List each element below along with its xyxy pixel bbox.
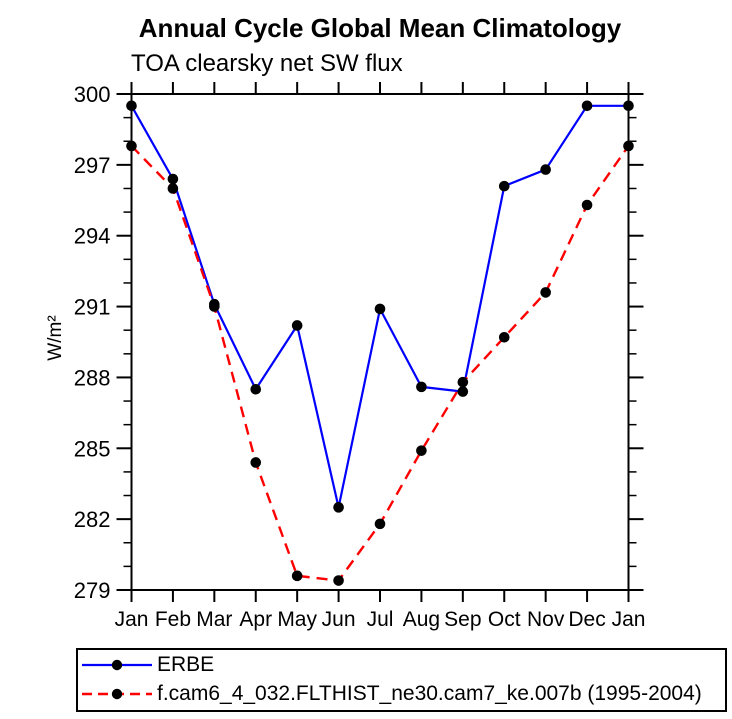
svg-text:Aug: Aug xyxy=(403,608,440,631)
svg-text:Feb: Feb xyxy=(155,608,191,631)
chart-subtitle: TOA clearsky net SW flux xyxy=(131,50,403,77)
svg-text:288: 288 xyxy=(74,365,111,390)
svg-text:Sep: Sep xyxy=(444,608,481,631)
svg-text:282: 282 xyxy=(74,507,111,532)
legend-item-model: f.cam6_4_032.FLTHIST_ne30.cam7_ke.007b (… xyxy=(79,680,725,709)
svg-text:Mar: Mar xyxy=(196,608,232,631)
svg-text:Jul: Jul xyxy=(367,608,394,631)
svg-text:300: 300 xyxy=(74,82,111,107)
svg-text:May: May xyxy=(277,608,317,631)
svg-text:Jan: Jan xyxy=(115,608,149,631)
svg-text:Oct: Oct xyxy=(488,608,521,631)
svg-text:Apr: Apr xyxy=(239,608,272,631)
svg-text:279: 279 xyxy=(74,578,111,603)
svg-text:285: 285 xyxy=(74,436,111,461)
legend-item-erbe: ERBE xyxy=(79,651,725,680)
legend-dashed-line-icon xyxy=(82,688,152,699)
svg-text:297: 297 xyxy=(74,153,111,178)
svg-text:Nov: Nov xyxy=(527,608,565,631)
legend-label-erbe: ERBE xyxy=(157,653,215,677)
svg-text:Jun: Jun xyxy=(322,608,356,631)
svg-text:294: 294 xyxy=(74,224,111,249)
legend-box: ERBE f.cam6_4_032.FLTHIST_ne30.cam7_ke.0… xyxy=(76,648,727,712)
svg-text:291: 291 xyxy=(74,295,111,320)
legend-label-model: f.cam6_4_032.FLTHIST_ne30.cam7_ke.007b (… xyxy=(157,681,702,705)
legend-solid-line-icon xyxy=(82,660,152,671)
svg-text:Jan: Jan xyxy=(612,608,646,631)
svg-text:Dec: Dec xyxy=(568,608,605,631)
chart-title: Annual Cycle Global Mean Climatology xyxy=(138,13,622,43)
